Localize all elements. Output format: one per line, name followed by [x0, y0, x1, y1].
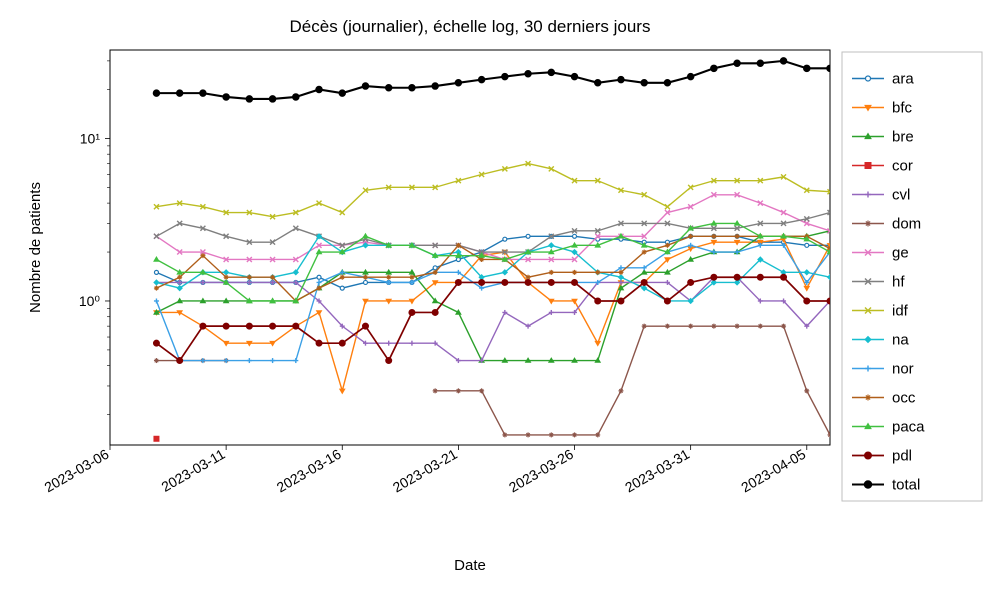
x-tick-label: 2023-03-11 — [159, 446, 228, 495]
legend-label-hf: hf — [892, 274, 905, 291]
series-bfc — [154, 237, 833, 393]
legend-label-bfc: bfc — [892, 100, 913, 117]
series-total — [153, 58, 833, 103]
legend-label-occ: occ — [892, 390, 916, 407]
legend-label-ge: ge — [892, 245, 909, 262]
series-pdl — [153, 274, 833, 363]
legend-label-bre: bre — [892, 129, 914, 146]
chart-title: Décès (journalier), échelle log, 30 dern… — [290, 17, 651, 36]
series-na — [154, 234, 833, 304]
x-tick-label: 2023-04-05 — [738, 446, 808, 496]
series-cor — [154, 436, 159, 441]
plot-group — [153, 58, 833, 442]
x-tick-label: 2023-03-21 — [390, 446, 460, 496]
x-tick-label: 2023-03-26 — [506, 446, 576, 496]
legend-label-total: total — [892, 477, 920, 494]
series-bre — [154, 228, 833, 362]
legend-label-paca: paca — [892, 419, 925, 436]
x-tick-label: 2023-03-16 — [274, 446, 344, 496]
legend: ara bfc bre cor cvl dom ge hf idf na nor occ paca pdl… — [842, 52, 982, 501]
series-cvl — [154, 275, 833, 363]
legend-label-na: na — [892, 332, 909, 349]
series-dom — [154, 324, 833, 438]
x-tick-label: 2023-03-31 — [622, 446, 692, 496]
legend-label-ara: ara — [892, 71, 914, 88]
legend-label-cor: cor — [892, 158, 913, 175]
series-hf — [154, 210, 833, 255]
y-tick-label: 10⁰ — [79, 293, 101, 309]
legend-label-pdl: pdl — [892, 448, 912, 465]
y-tick-label: 10¹ — [80, 130, 101, 146]
series-idf — [154, 161, 833, 219]
legend-label-idf: idf — [892, 303, 909, 320]
chart-svg: Décès (journalier), échelle log, 30 dern… — [0, 0, 1000, 600]
x-axis-label: Date — [454, 557, 486, 574]
x-tick-label: 2023-03-06 — [41, 446, 111, 496]
series-nor — [154, 243, 833, 363]
series-occ — [154, 234, 833, 304]
plot-area — [110, 50, 830, 445]
legend-label-cvl: cvl — [892, 187, 910, 204]
legend-label-dom: dom — [892, 216, 921, 233]
chart-container: Décès (journalier), échelle log, 30 dern… — [0, 0, 1000, 600]
y-axis-label: Nombre de patients — [27, 182, 44, 313]
legend-label-nor: nor — [892, 361, 914, 378]
series-paca — [154, 221, 833, 303]
